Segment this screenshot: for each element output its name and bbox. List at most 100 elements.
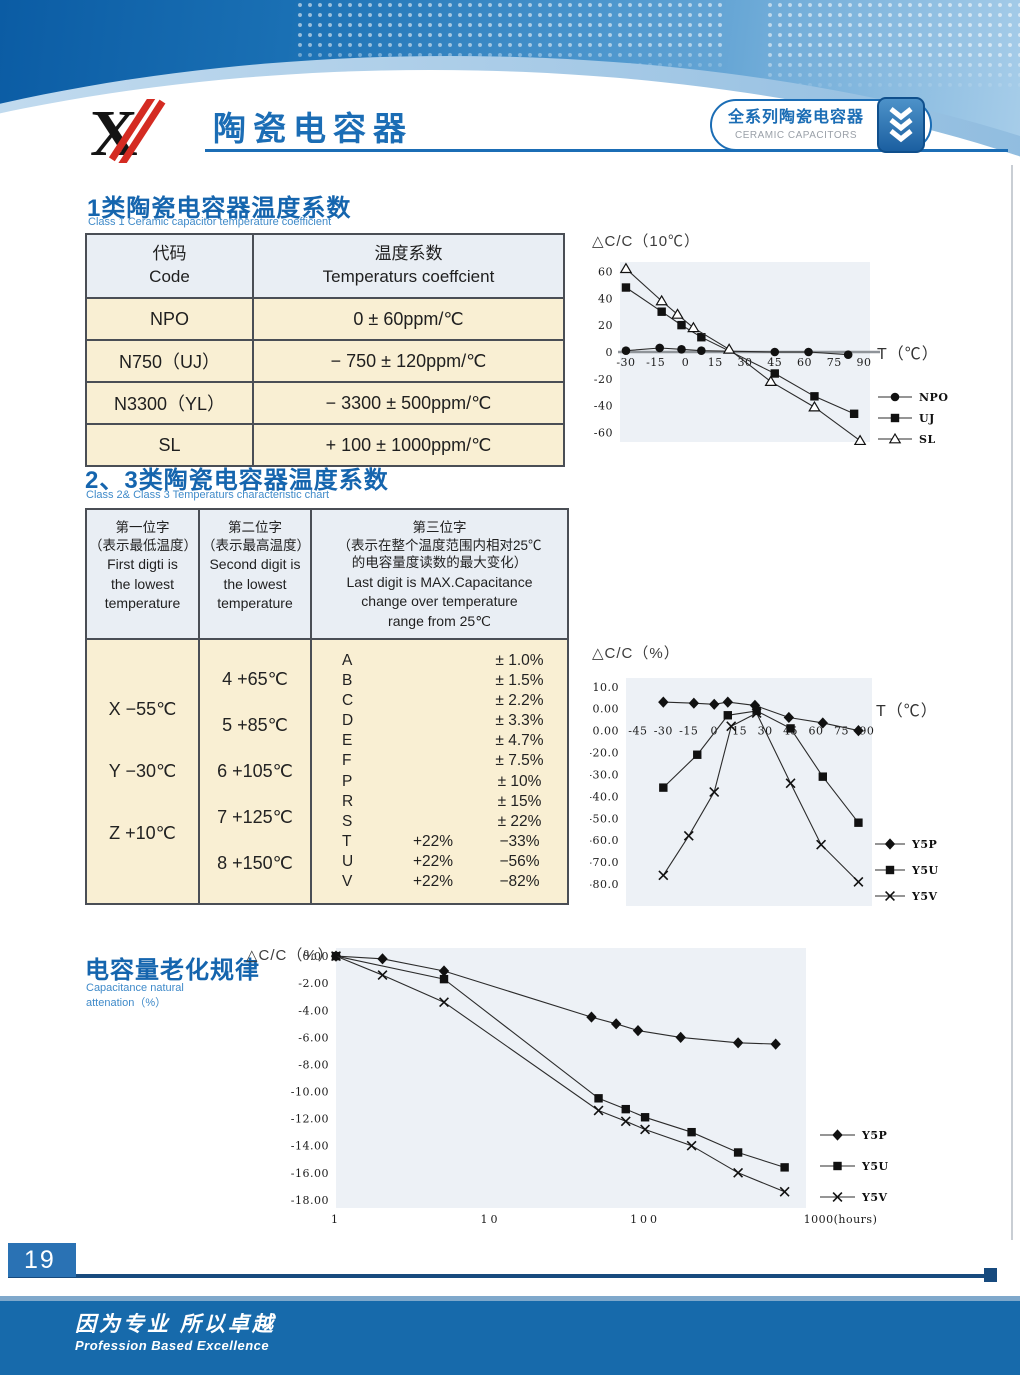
marker-square: [659, 783, 668, 792]
marker-x: [816, 839, 827, 850]
plot-area: [626, 678, 872, 906]
legend-label-UJ: UJ: [919, 412, 935, 425]
marker-square: [780, 1163, 789, 1172]
tolerance-plus: [388, 773, 478, 791]
x-tick-label: 60: [797, 356, 812, 369]
tolerance-value: ± 15%: [497, 792, 542, 810]
footer-slogan-zh: 因为专业 所以卓越: [75, 1313, 276, 1336]
y-tick-label: -16.00: [291, 1167, 329, 1180]
tolerance-row: V +22% −82%: [312, 873, 567, 891]
y-tick-label: 0.00: [593, 703, 620, 716]
marker-diamond: [884, 838, 896, 850]
marker-square: [810, 392, 819, 401]
marker-triangle: [687, 321, 700, 333]
marker-square: [640, 1113, 650, 1122]
y-tick-label: -12.00: [291, 1113, 329, 1126]
marker-square: [885, 865, 895, 875]
header-line-en: Second digit is: [209, 556, 301, 573]
tolerance-plus: [388, 793, 478, 811]
x-tick-label: 0: [682, 356, 690, 369]
tolerance-row: R ± 15%: [312, 793, 567, 811]
marker-x: [785, 778, 796, 789]
table-row: NPO 0 ± 60ppm/℃: [85, 297, 565, 341]
marker-x: [885, 891, 895, 901]
legend-label-Y5P: Y5P: [911, 838, 937, 851]
header-line-zh: （表示最高温度）: [202, 537, 310, 553]
code-cell: SL: [85, 423, 254, 467]
marker-square: [723, 711, 732, 720]
y-tick-label: -2.00: [298, 977, 329, 990]
badge-title: 全系列陶瓷电容器: [728, 109, 865, 127]
marker-x: [377, 970, 388, 981]
marker-square: [697, 333, 706, 342]
tolerance-plus: [388, 752, 478, 770]
tolerance-code: D: [342, 712, 354, 730]
class23-code-table: 第一位字 （表示最低温度） First digti is the lowest temp…: [85, 508, 569, 906]
marker-triangle: [888, 432, 902, 444]
marker-diamond: [832, 1129, 843, 1141]
tolerance-row: P ± 10%: [312, 773, 567, 791]
tolerance-value: ± 7.5%: [495, 752, 544, 770]
marker-triangle: [655, 294, 668, 306]
section2-title: 2、3类陶瓷电容器温度系数: [85, 467, 389, 494]
x-tick-label: 1000(hours): [804, 1213, 878, 1226]
series-line-Y5U: [335, 955, 785, 1168]
tolerance-plus: +22%: [412, 832, 454, 850]
tolerance-row: S ± 22%: [312, 813, 567, 831]
tolerance-code: P: [342, 772, 353, 790]
code-cell: N3300（YL）: [85, 381, 254, 425]
x-tick-label: 75: [827, 356, 842, 369]
marker-x: [733, 1167, 744, 1178]
marker-square: [786, 724, 795, 733]
first-digit-cell: X −55℃ Y −30℃ Z +10℃: [87, 640, 200, 904]
marker-circle: [804, 347, 813, 357]
marker-square: [439, 974, 449, 984]
marker-diamond: [438, 965, 450, 977]
footer-rule: [8, 1274, 986, 1278]
series-badge: 全系列陶瓷电容器 CERAMIC CAPACITORS: [710, 97, 932, 153]
footer-rule-endcap: [984, 1268, 997, 1282]
x-tick-label: 45: [767, 356, 782, 369]
tolerance-value: ± 4.7%: [495, 732, 544, 750]
coefficient-cell: + 100 ± 1000ppm/℃: [252, 423, 565, 467]
column-header: 第一位字 （表示最低温度） First digti is the lowest temp…: [87, 510, 200, 639]
y-tick-label: 0: [606, 346, 614, 359]
legend-label-Y5P: Y5P: [861, 1129, 887, 1142]
header-line-zh: 第二位字: [228, 520, 282, 535]
marker-x: [686, 1140, 697, 1151]
tolerance-code: A: [342, 652, 353, 670]
marker-square: [770, 369, 779, 378]
marker-x: [751, 708, 762, 719]
x-tick-label: -15: [679, 725, 698, 738]
aging-chart: 0.00 -2.00 -4.00 -6.00 -8.00 -10.00 -12.00 -14.…: [246, 947, 888, 1226]
legend-label-Y5U: Y5U: [911, 864, 939, 877]
marker-x: [832, 1192, 843, 1202]
code-cell: N750（UJ）: [85, 339, 254, 383]
marker-diamond: [688, 697, 700, 709]
marker-square: [594, 1094, 603, 1103]
y-tick-label: -60.0: [590, 834, 619, 847]
header-line: 温度系数: [374, 244, 443, 264]
tolerance-code: V: [342, 872, 353, 890]
lowest-temp-item: X −55℃: [108, 699, 177, 720]
tolerance-value: ± 1.0%: [495, 652, 544, 670]
marker-square: [849, 409, 859, 418]
column-header: 代码 Code: [85, 233, 254, 299]
marker-square: [854, 818, 863, 827]
x-tick-label: 10: [481, 1213, 501, 1226]
coefficient-cell: 0 ± 60ppm/℃: [252, 297, 565, 341]
coefficient-cell: − 750 ± 120ppm/℃: [252, 339, 565, 383]
header-line-zh: 第三位字: [412, 520, 467, 535]
column-header: 温度系数 Temperaturs coeffcient: [252, 233, 565, 299]
tolerance-plus: [388, 813, 478, 831]
highest-temp-item: 5 +85℃: [222, 715, 288, 736]
legend-label-Y5V: Y5V: [861, 1191, 888, 1204]
tolerance-row: F ± 7.5%: [312, 752, 567, 770]
tolerance-row: A ± 1.0%: [312, 652, 567, 670]
page-title: 陶瓷电容器: [213, 110, 413, 147]
marker-diamond: [632, 1025, 644, 1037]
header-line-zh: 的电容量度读数的最大变化）: [351, 555, 528, 571]
tolerance-value: ± 10%: [497, 772, 542, 790]
marker-diamond: [770, 1038, 781, 1050]
marker-x: [640, 1124, 651, 1135]
